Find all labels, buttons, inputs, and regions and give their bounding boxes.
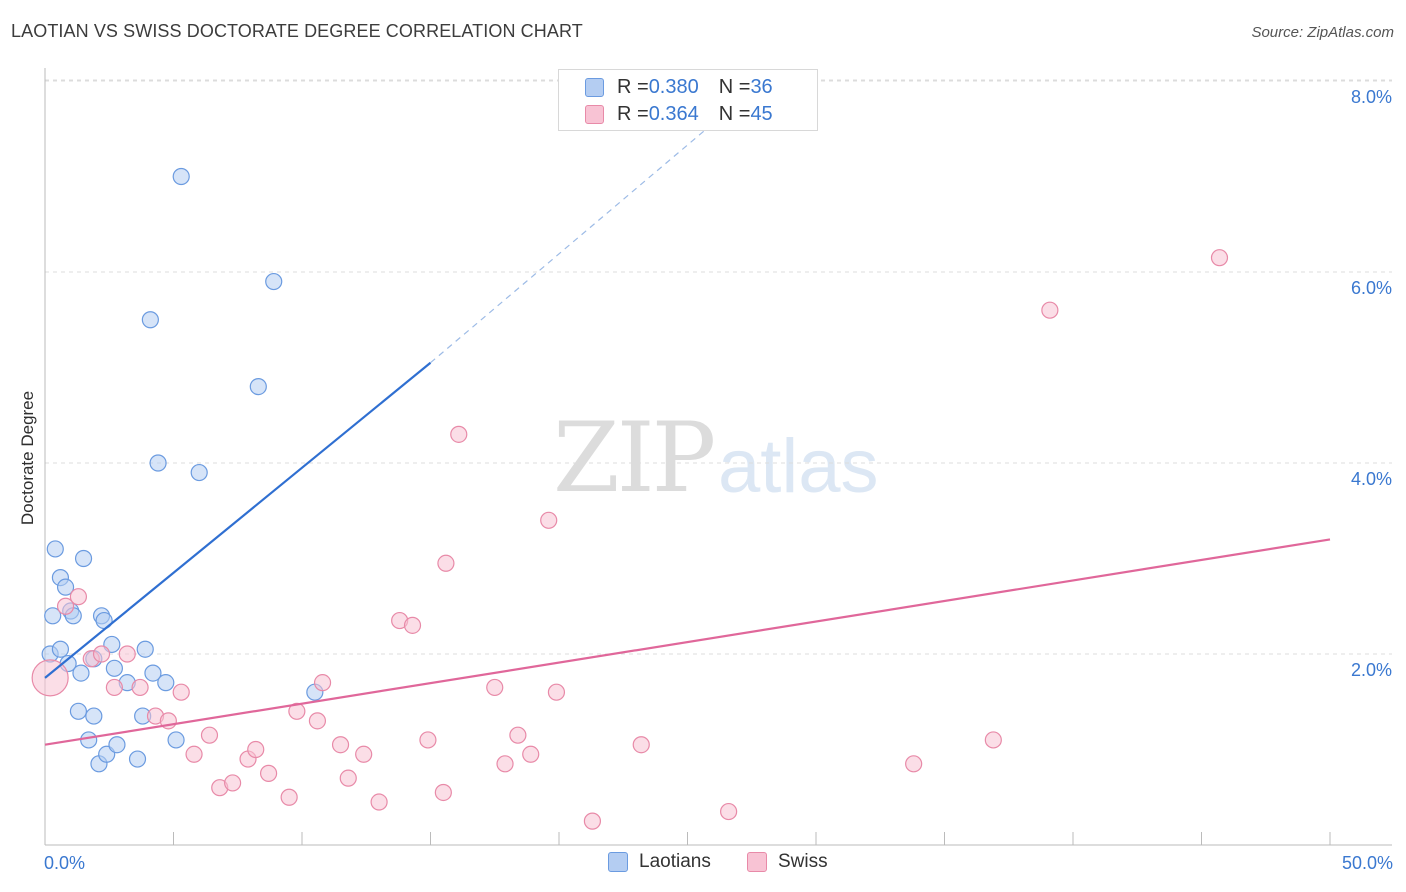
swiss-point — [583, 812, 602, 830]
y-tick-label-4: 4.0% — [1350, 469, 1392, 489]
bottom-legend-swatch-swiss — [747, 852, 767, 872]
laotians-point — [172, 167, 190, 186]
swiss-point — [419, 731, 437, 749]
laotians-point — [56, 578, 75, 596]
source-label: Source: ZipAtlas.com — [1251, 24, 1394, 41]
swiss-point — [200, 726, 219, 744]
swiss-point — [1041, 301, 1059, 319]
swiss-point — [509, 726, 527, 744]
legend-swatch-laotians — [585, 77, 604, 97]
legend-n-label: N = — [718, 75, 751, 98]
swiss-point — [403, 616, 422, 634]
swiss-point — [224, 774, 242, 792]
bottom-legend-label-laotians: Laotians — [639, 851, 711, 872]
swiss-point — [984, 731, 1002, 749]
swiss-point — [118, 645, 136, 663]
legend-r-label: R = — [617, 75, 649, 98]
laotians-point — [249, 378, 267, 396]
swiss-point — [437, 554, 455, 572]
laotians-point — [69, 702, 88, 720]
swiss-point — [172, 683, 190, 701]
laotians-point — [51, 640, 70, 658]
legend-n-label: N = — [718, 102, 751, 125]
swiss-point — [31, 659, 69, 697]
swiss-point — [247, 740, 265, 759]
x-tick-label-min: 0.0% — [44, 853, 86, 873]
bottom-legend-label-swiss: Swiss — [778, 851, 828, 872]
x-tick-label-max: 50.0% — [1341, 853, 1393, 873]
y-tick-label-6: 6.0% — [1350, 278, 1392, 298]
stats-legend: R = 0.380 N = 36 R = 0.364 N = 45 — [558, 69, 818, 131]
swiss-point — [288, 702, 306, 720]
laotians-point — [149, 454, 167, 472]
swiss-point — [905, 755, 923, 773]
bottom-legend-swatch-laotians — [608, 852, 628, 872]
swiss-point — [450, 425, 468, 443]
swiss-point — [486, 678, 504, 697]
legend-row-swiss: R = 0.364 N = 45 — [585, 101, 773, 127]
swiss-point — [632, 736, 650, 754]
swiss-trend-line — [44, 538, 1331, 746]
swiss-point — [1210, 249, 1229, 267]
laotians-point — [72, 664, 90, 682]
laotians-point — [128, 750, 147, 768]
swiss-point — [496, 755, 514, 773]
laotians-point — [265, 272, 283, 291]
laotians-point — [74, 549, 93, 568]
laotians-point — [136, 640, 154, 658]
chart-title: LAOTIAN VS SWISS DOCTORATE DEGREE CORREL… — [11, 21, 583, 41]
y-tick-label-2: 2.0% — [1350, 660, 1392, 680]
swiss-point — [547, 683, 566, 701]
swiss-point — [131, 678, 149, 697]
swiss-point — [370, 793, 388, 811]
laotians-point — [157, 674, 175, 692]
swiss-point — [540, 511, 558, 529]
laotians-point — [141, 311, 159, 329]
laotians-point — [108, 736, 126, 754]
laotians-point — [144, 664, 162, 682]
swiss-point — [56, 597, 75, 615]
swiss-point — [339, 769, 357, 787]
legend-row-laotians: R = 0.380 N = 36 — [585, 74, 773, 100]
swiss-point — [331, 736, 350, 754]
swiss-point — [69, 588, 88, 606]
bottom-legend-laotians[interactable]: Laotians — [608, 851, 711, 873]
watermark-zip: ZIP — [553, 402, 716, 514]
y-tick-label-8: 8.0% — [1350, 87, 1392, 107]
laotians-trend-line — [44, 361, 432, 679]
legend-swatch-swiss — [585, 104, 604, 124]
legend-n-value: 36 — [750, 75, 773, 98]
watermark-atlas: atlas — [718, 424, 879, 509]
laotians-point — [190, 463, 208, 482]
legend-n-value: 45 — [750, 102, 773, 125]
laotians-point — [85, 707, 103, 725]
swiss-point — [185, 745, 203, 763]
swiss-point — [720, 802, 738, 821]
legend-r-value: 0.364 — [648, 102, 699, 125]
legend-r-label: R = — [617, 102, 649, 125]
swiss-point — [308, 712, 327, 730]
swiss-point — [105, 678, 123, 697]
laotians-point — [167, 731, 185, 749]
y-axis-label: Doctorate Degree — [18, 390, 37, 526]
bottom-legend-swiss[interactable]: Swiss — [747, 851, 828, 873]
swiss-point — [280, 788, 298, 806]
swiss-point — [259, 764, 278, 782]
bottom-legend: Laotians Swiss — [0, 851, 1406, 877]
swiss-point — [313, 674, 332, 692]
swiss-point — [355, 745, 373, 763]
swiss-point — [434, 783, 452, 802]
swiss-point — [522, 745, 540, 763]
laotians-point — [46, 540, 64, 558]
laotians-point — [80, 731, 98, 749]
laotians-trend-extension — [430, 90, 753, 364]
laotians-point — [105, 659, 123, 677]
swiss-point — [92, 645, 111, 663]
legend-r-value: 0.380 — [648, 75, 699, 98]
laotians-point — [44, 607, 62, 625]
